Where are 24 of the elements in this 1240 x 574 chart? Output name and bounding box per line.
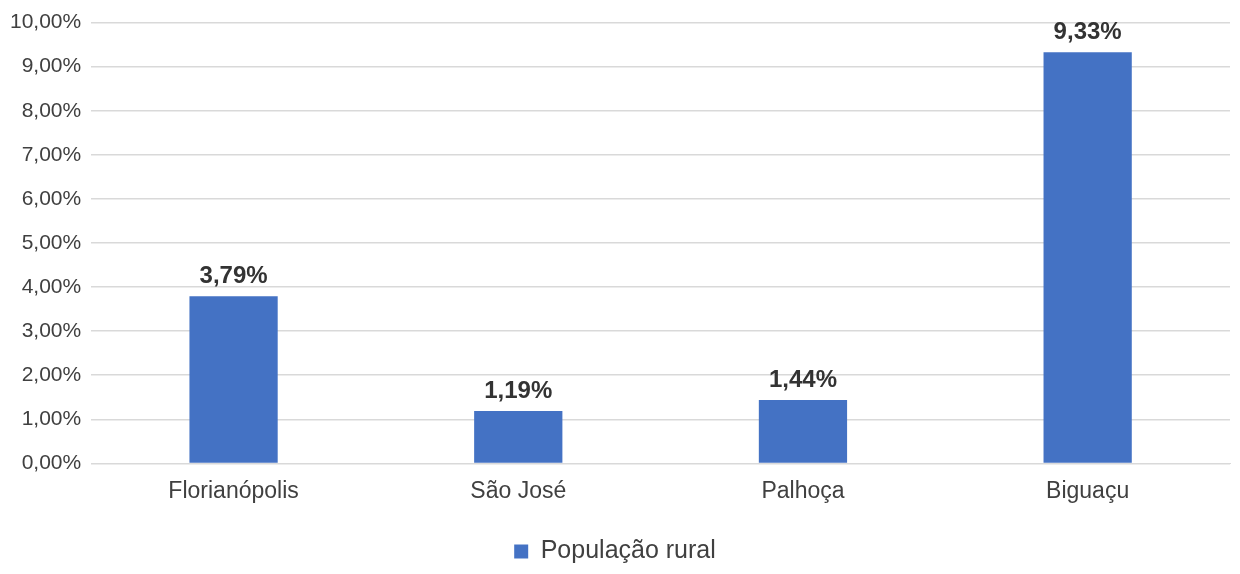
bar bbox=[758, 399, 848, 463]
data-label: 1,44% bbox=[768, 364, 837, 392]
bar bbox=[474, 410, 563, 463]
y-tick-label: 9,00% bbox=[21, 53, 82, 77]
x-tick-label: São José bbox=[470, 476, 567, 503]
y-tick-label: 6,00% bbox=[21, 185, 82, 209]
y-tick-label: 10,00% bbox=[9, 9, 82, 33]
y-tick-label: 3,00% bbox=[21, 317, 82, 341]
data-label: 9,33% bbox=[1053, 16, 1122, 44]
y-tick-label: 7,00% bbox=[21, 141, 82, 165]
bar bbox=[189, 296, 278, 463]
y-tick-label: 4,00% bbox=[21, 273, 82, 297]
bar bbox=[1043, 52, 1132, 463]
x-tick-label: Florianópolis bbox=[168, 476, 299, 503]
x-tick-label: Palhoça bbox=[761, 476, 845, 503]
y-tick-label: 5,00% bbox=[21, 229, 82, 253]
y-tick-label: 2,00% bbox=[21, 362, 82, 386]
data-label: 1,19% bbox=[484, 375, 553, 403]
y-tick-label: 1,00% bbox=[21, 406, 82, 430]
y-tick-label: 0,00% bbox=[21, 450, 82, 474]
x-tick-label: Biguaçu bbox=[1046, 476, 1130, 503]
legend-label: População rural bbox=[540, 535, 716, 564]
data-label: 3,79% bbox=[199, 260, 268, 288]
y-tick-label: 8,00% bbox=[21, 97, 82, 121]
